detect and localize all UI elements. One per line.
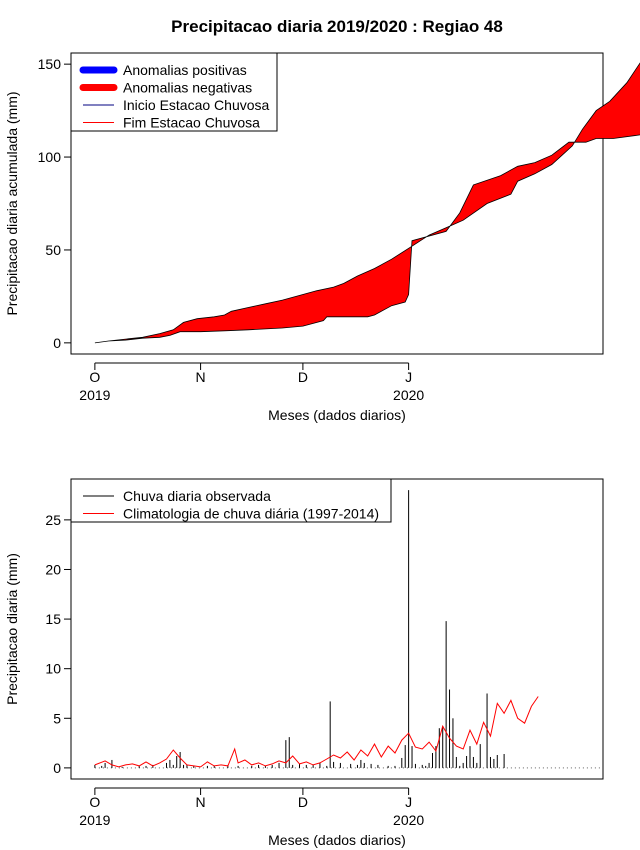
x-tick-month: O (89, 369, 100, 385)
x-tick-year: 2020 (393, 387, 424, 403)
climatology-line (94, 696, 539, 768)
negative-anomaly-area (94, 62, 640, 344)
y-tick-label: 10 (45, 661, 61, 677)
legend-box (70, 52, 278, 132)
x-tick-year: 2019 (79, 812, 110, 828)
y-tick-label: 100 (38, 149, 62, 165)
y-tick-label: 0 (53, 760, 61, 776)
legend-label: Anomalias negativas (123, 80, 252, 96)
y-tick-label: 0 (53, 335, 61, 351)
legend-label: Anomalias positivas (123, 62, 247, 78)
y-axis-title: Precipitacao diaria acumulada (mm) (4, 91, 20, 315)
accumulated-panel: 0 50 100 150 O 2019 N D J 2020 Meses (dados diario… (4, 52, 640, 423)
chart-title: Precipitacao diaria 2019/2020 : Regiao 4… (171, 17, 503, 36)
legend-label: Climatologia de chuva diária (1997-2014) (123, 506, 379, 522)
y-tick-label: 20 (45, 561, 61, 577)
x-tick-month: O (89, 794, 100, 810)
legend-label: Fim Estacao Chuvosa (123, 115, 260, 131)
x-tick-year: 2020 (393, 812, 424, 828)
x-tick-month: N (196, 794, 206, 810)
x-tick-month: J (405, 794, 412, 810)
plot-frame (70, 478, 604, 780)
y-tick-label: 150 (38, 56, 62, 72)
y-tick-label: 50 (45, 242, 61, 258)
y-tick-label: 5 (53, 710, 61, 726)
legend-label: Chuva diaria observada (123, 488, 271, 504)
plot-frame (70, 52, 604, 355)
x-tick-month: J (405, 369, 412, 385)
x-tick-month: N (196, 369, 206, 385)
y-tick-label: 15 (45, 611, 61, 627)
x-tick-month: D (298, 369, 308, 385)
x-tick-month: D (298, 794, 308, 810)
daily-panel: 0 5 10 15 20 25 O 2019 N D J 2020 Meses (dados diari… (4, 478, 604, 848)
legend-label: Inicio Estacao Chuvosa (123, 97, 270, 113)
x-axis-title: Meses (dados diarios) (268, 832, 406, 848)
x-axis-title: Meses (dados diarios) (268, 407, 406, 423)
y-axis-title: Precipitacao diaria (mm) (4, 553, 20, 705)
x-tick-year: 2019 (79, 387, 110, 403)
legend-box (70, 478, 392, 523)
y-tick-label: 25 (45, 512, 61, 528)
